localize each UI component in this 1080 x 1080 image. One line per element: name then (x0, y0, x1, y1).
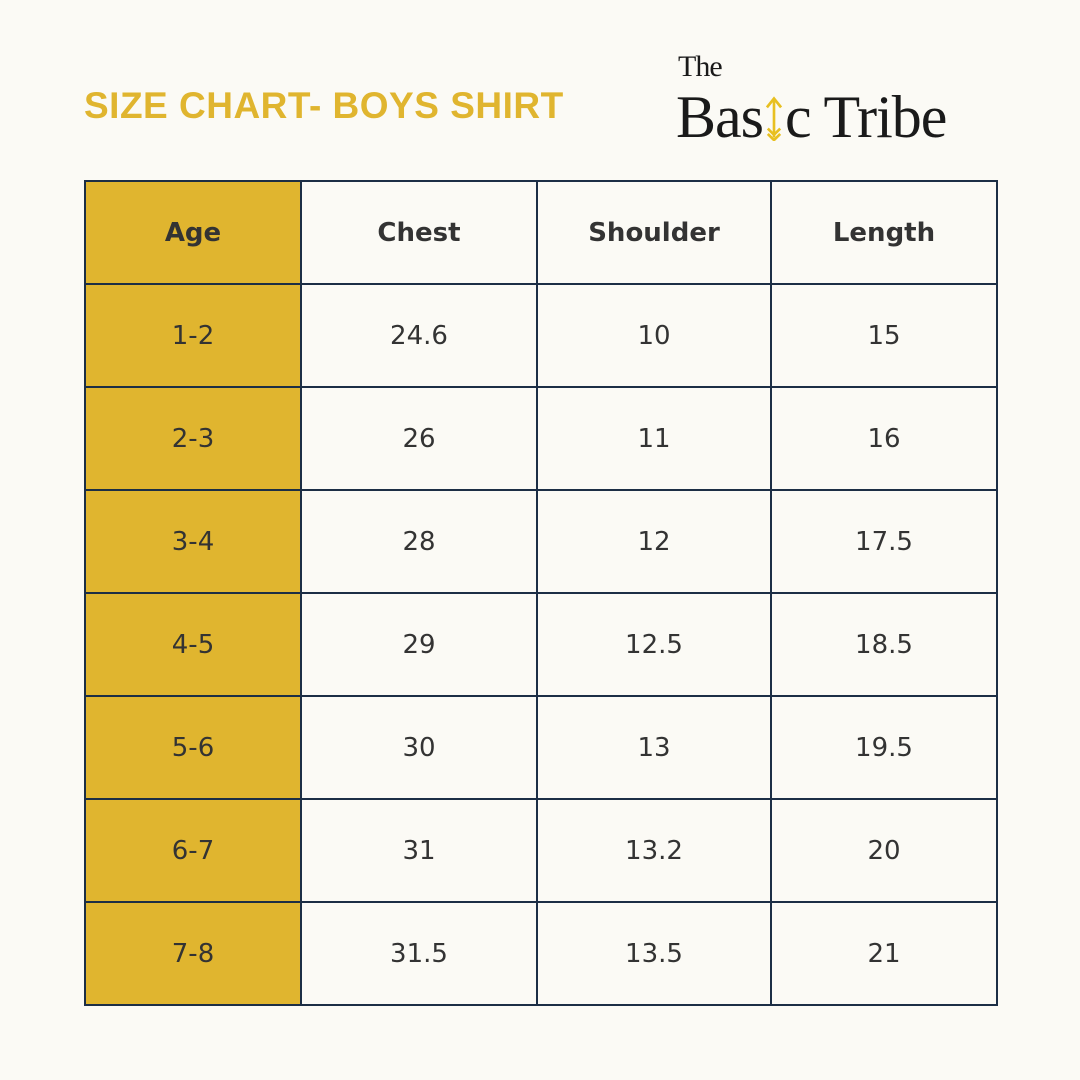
table-row: 4-5 29 12.5 18.5 (84, 592, 998, 697)
cell-chest: 31 (300, 798, 538, 903)
arrow-up-icon (765, 96, 783, 141)
cell-age: 1-2 (84, 283, 302, 388)
cell-length: 21 (770, 901, 998, 1006)
cell-age: 5-6 (84, 695, 302, 800)
size-table: Age Chest Shoulder Length 1-2 24.6 10 15 2-3 26 1… (84, 180, 998, 1006)
logo-prefix: Bas (676, 84, 764, 150)
cell-length: 16 (770, 386, 998, 491)
table-row: 1-2 24.6 10 15 (84, 283, 998, 388)
logo-suffix: c Tribe (785, 84, 947, 150)
cell-shoulder: 11 (536, 386, 772, 491)
page-title: SIZE CHART- BOYS SHIRT (84, 85, 564, 126)
cell-age: 2-3 (84, 386, 302, 491)
column-header-shoulder: Shoulder (536, 180, 772, 285)
logo-line2: Bas c Tribe (676, 84, 947, 150)
table-row: 7-8 31.5 13.5 21 (84, 901, 998, 1006)
column-header-chest: Chest (300, 180, 538, 285)
table-row: 5-6 30 13 19.5 (84, 695, 998, 800)
cell-length: 19.5 (770, 695, 998, 800)
cell-shoulder: 13 (536, 695, 772, 800)
column-header-age: Age (84, 180, 302, 285)
cell-chest: 28 (300, 489, 538, 594)
cell-chest: 30 (300, 695, 538, 800)
cell-length: 18.5 (770, 592, 998, 697)
cell-shoulder: 12 (536, 489, 772, 594)
cell-age: 4-5 (84, 592, 302, 697)
cell-chest: 29 (300, 592, 538, 697)
cell-shoulder: 12.5 (536, 592, 772, 697)
table-header-row: Age Chest Shoulder Length (84, 180, 998, 285)
cell-length: 20 (770, 798, 998, 903)
cell-chest: 31.5 (300, 901, 538, 1006)
cell-age: 6-7 (84, 798, 302, 903)
logo-line1: The (678, 50, 723, 83)
cell-age: 3-4 (84, 489, 302, 594)
cell-length: 15 (770, 283, 998, 388)
table-row: 6-7 31 13.2 20 (84, 798, 998, 903)
table-row: 3-4 28 12 17.5 (84, 489, 998, 594)
cell-length: 17.5 (770, 489, 998, 594)
cell-chest: 26 (300, 386, 538, 491)
cell-shoulder: 13.5 (536, 901, 772, 1006)
cell-age: 7-8 (84, 901, 302, 1006)
cell-chest: 24.6 (300, 283, 538, 388)
table-row: 2-3 26 11 16 (84, 386, 998, 491)
cell-shoulder: 13.2 (536, 798, 772, 903)
column-header-length: Length (770, 180, 998, 285)
cell-shoulder: 10 (536, 283, 772, 388)
brand-logo: The Bas c Tribe (676, 50, 1006, 150)
